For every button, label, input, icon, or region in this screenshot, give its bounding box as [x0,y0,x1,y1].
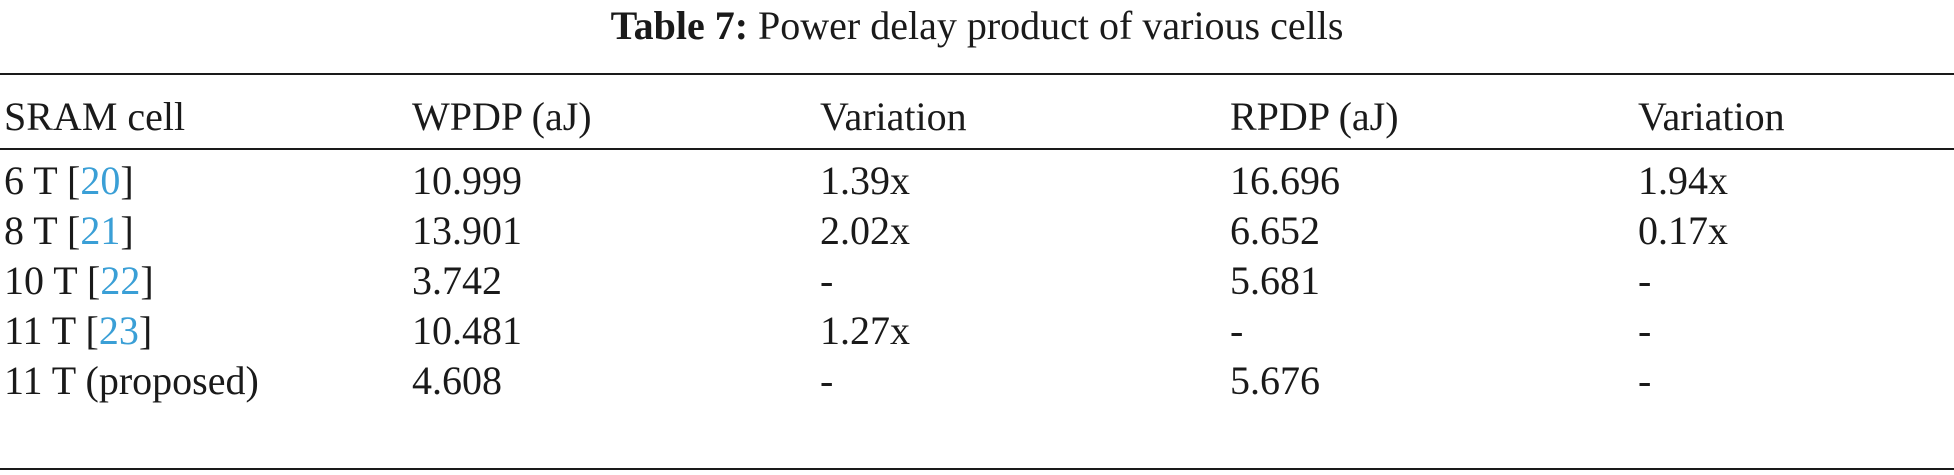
table-caption: Table 7: Power delay product of various c… [0,4,1954,48]
rpdp-value: 6.652 [1230,208,1320,253]
write-variation-value: - [820,258,834,303]
write-variation-value: 2.02x [820,208,910,253]
read-variation-value: - [1638,308,1652,353]
table-row: 8 T [21] 13.901 2.02x 6.652 0.17x [0,203,1954,259]
wpdp-value: 13.901 [412,208,522,253]
column-header-wpdp: WPDP (aJ) [412,94,592,139]
sram-cell-name: 11 T [23] [4,308,153,353]
read-variation-value: - [1638,358,1652,403]
reference-link[interactable]: 22 [100,258,141,303]
reference-link[interactable]: 20 [80,158,121,203]
read-variation-value: 0.17x [1638,208,1728,253]
sram-cell-name: 8 T [21] [4,208,134,253]
sram-cell-name: 6 T [20] [4,158,134,203]
rpdp-value: - [1230,308,1244,353]
rpdp-value: 5.676 [1230,358,1320,403]
column-header-write-variation: Variation [820,94,967,139]
column-header-sram-cell: SRAM cell [4,94,186,139]
reference-link[interactable]: 21 [80,208,121,253]
table-row: 10 T [22] 3.742 - 5.681 - [0,253,1954,309]
read-variation-value: - [1638,258,1652,303]
table-row: 11 T [23] 10.481 1.27x - - [0,303,1954,359]
sram-cell-name: 10 T [22] [4,258,154,303]
table-bottom-rule [0,468,1954,470]
wpdp-value: 3.742 [412,258,502,303]
column-header-rpdp: RPDP (aJ) [1230,94,1399,139]
table-header-row: SRAM cell WPDP (aJ) Variation RPDP (aJ) … [0,89,1954,145]
table-caption-text: Power delay product of various cells [758,3,1344,48]
reference-link[interactable]: 23 [98,308,139,353]
wpdp-value: 10.481 [412,308,522,353]
write-variation-value: 1.27x [820,308,910,353]
sram-cell-name: 11 T (proposed) [4,358,259,403]
read-variation-value: 1.94x [1638,158,1728,203]
table-row: 11 T (proposed) 4.608 - 5.676 - [0,353,1954,409]
write-variation-value: - [820,358,834,403]
column-header-read-variation: Variation [1638,94,1785,139]
wpdp-value: 4.608 [412,358,502,403]
table-top-rule [0,73,1954,75]
table-header-rule [0,148,1954,150]
wpdp-value: 10.999 [412,158,522,203]
rpdp-value: 5.681 [1230,258,1320,303]
table-caption-label: Table 7: [610,3,749,48]
table-row: 6 T [20] 10.999 1.39x 16.696 1.94x [0,153,1954,209]
write-variation-value: 1.39x [820,158,910,203]
rpdp-value: 16.696 [1230,158,1340,203]
